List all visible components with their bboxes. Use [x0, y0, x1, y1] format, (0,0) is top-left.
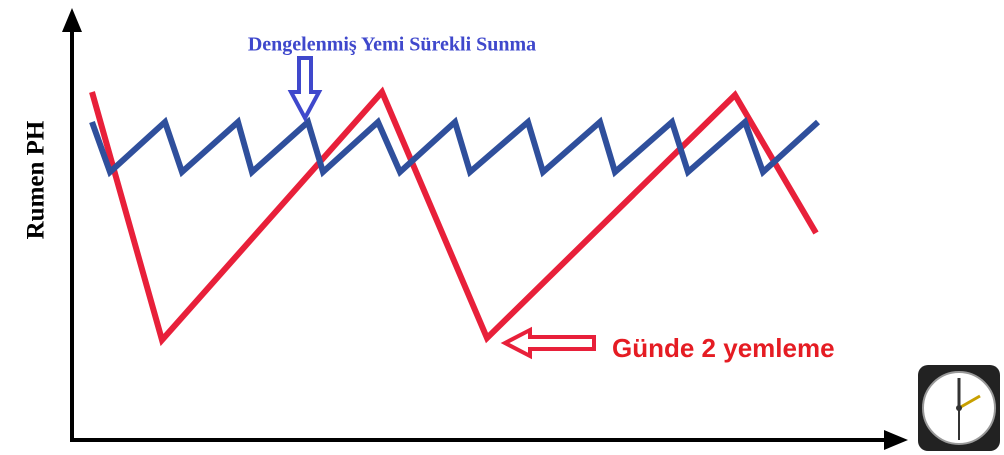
twice-daily-label: Günde 2 yemleme	[612, 333, 835, 363]
down-arrow	[287, 56, 323, 123]
continuous-line	[89, 116, 821, 178]
twice-daily-line	[89, 86, 819, 347]
clock-icon	[918, 365, 1000, 451]
x-axis-arrow	[884, 430, 908, 450]
y-axis-label: Rumen PH	[23, 120, 50, 239]
left-arrow	[500, 326, 596, 360]
continuous-label: Dengelenmiş Yemi Sürekli Sunma	[248, 34, 536, 56]
y-axis-arrow	[62, 8, 82, 32]
